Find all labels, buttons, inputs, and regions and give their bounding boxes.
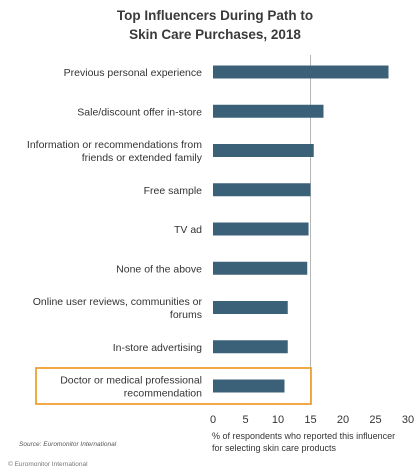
category-label-8-1: recommendation bbox=[124, 388, 202, 400]
bar-6 bbox=[213, 301, 288, 314]
bar-5 bbox=[213, 261, 308, 275]
category-label-3-0: Free sample bbox=[144, 185, 203, 197]
bar-1 bbox=[213, 104, 324, 118]
bar-3 bbox=[213, 183, 311, 197]
x-tick-label-30: 30 bbox=[402, 414, 414, 426]
x-tick-label-10: 10 bbox=[272, 414, 284, 426]
category-label-4-0: TV ad bbox=[174, 224, 202, 236]
bar-2 bbox=[213, 144, 314, 157]
x-tick-label-20: 20 bbox=[337, 414, 349, 426]
chart-title-line-2: Skin Care Purchases, 2018 bbox=[129, 27, 301, 42]
category-label-2-1: friends or extended family bbox=[82, 152, 203, 164]
x-axis-label-line-1: % of respondents who reported this influ… bbox=[212, 431, 395, 441]
bar-8 bbox=[213, 379, 285, 393]
category-label-0-0: Previous personal experience bbox=[64, 67, 202, 79]
copyright-note: © Euromonitor International bbox=[8, 460, 88, 468]
category-label-2-0: Information or recommendations from bbox=[27, 139, 202, 151]
bar-7 bbox=[213, 340, 288, 354]
x-tick-label-25: 25 bbox=[369, 414, 381, 426]
category-label-5-0: None of the above bbox=[116, 263, 202, 275]
category-label-6-0: Online user reviews, communities or bbox=[33, 296, 203, 308]
bar-0 bbox=[213, 65, 389, 79]
bar-4 bbox=[213, 222, 309, 236]
highlight-box bbox=[35, 367, 312, 405]
category-label-6-1: forums bbox=[170, 309, 202, 321]
plot-area: Previous personal experience Sale/discoun… bbox=[27, 55, 414, 426]
category-label-8-0: Doctor or medical professional bbox=[60, 375, 202, 387]
x-axis-label-line-2: for selecting skin care products bbox=[212, 443, 337, 453]
category-label-1-0: Sale/discount offer in-store bbox=[77, 106, 202, 118]
x-tick-label-5: 5 bbox=[242, 414, 248, 426]
x-tick-label-0: 0 bbox=[210, 414, 216, 426]
x-tick-label-15: 15 bbox=[304, 414, 316, 426]
category-label-7-0: In-store advertising bbox=[113, 342, 202, 354]
chart-title-line-1: Top Influencers During Path to bbox=[117, 8, 313, 23]
source-note: Source: Euromonitor International bbox=[19, 441, 117, 448]
